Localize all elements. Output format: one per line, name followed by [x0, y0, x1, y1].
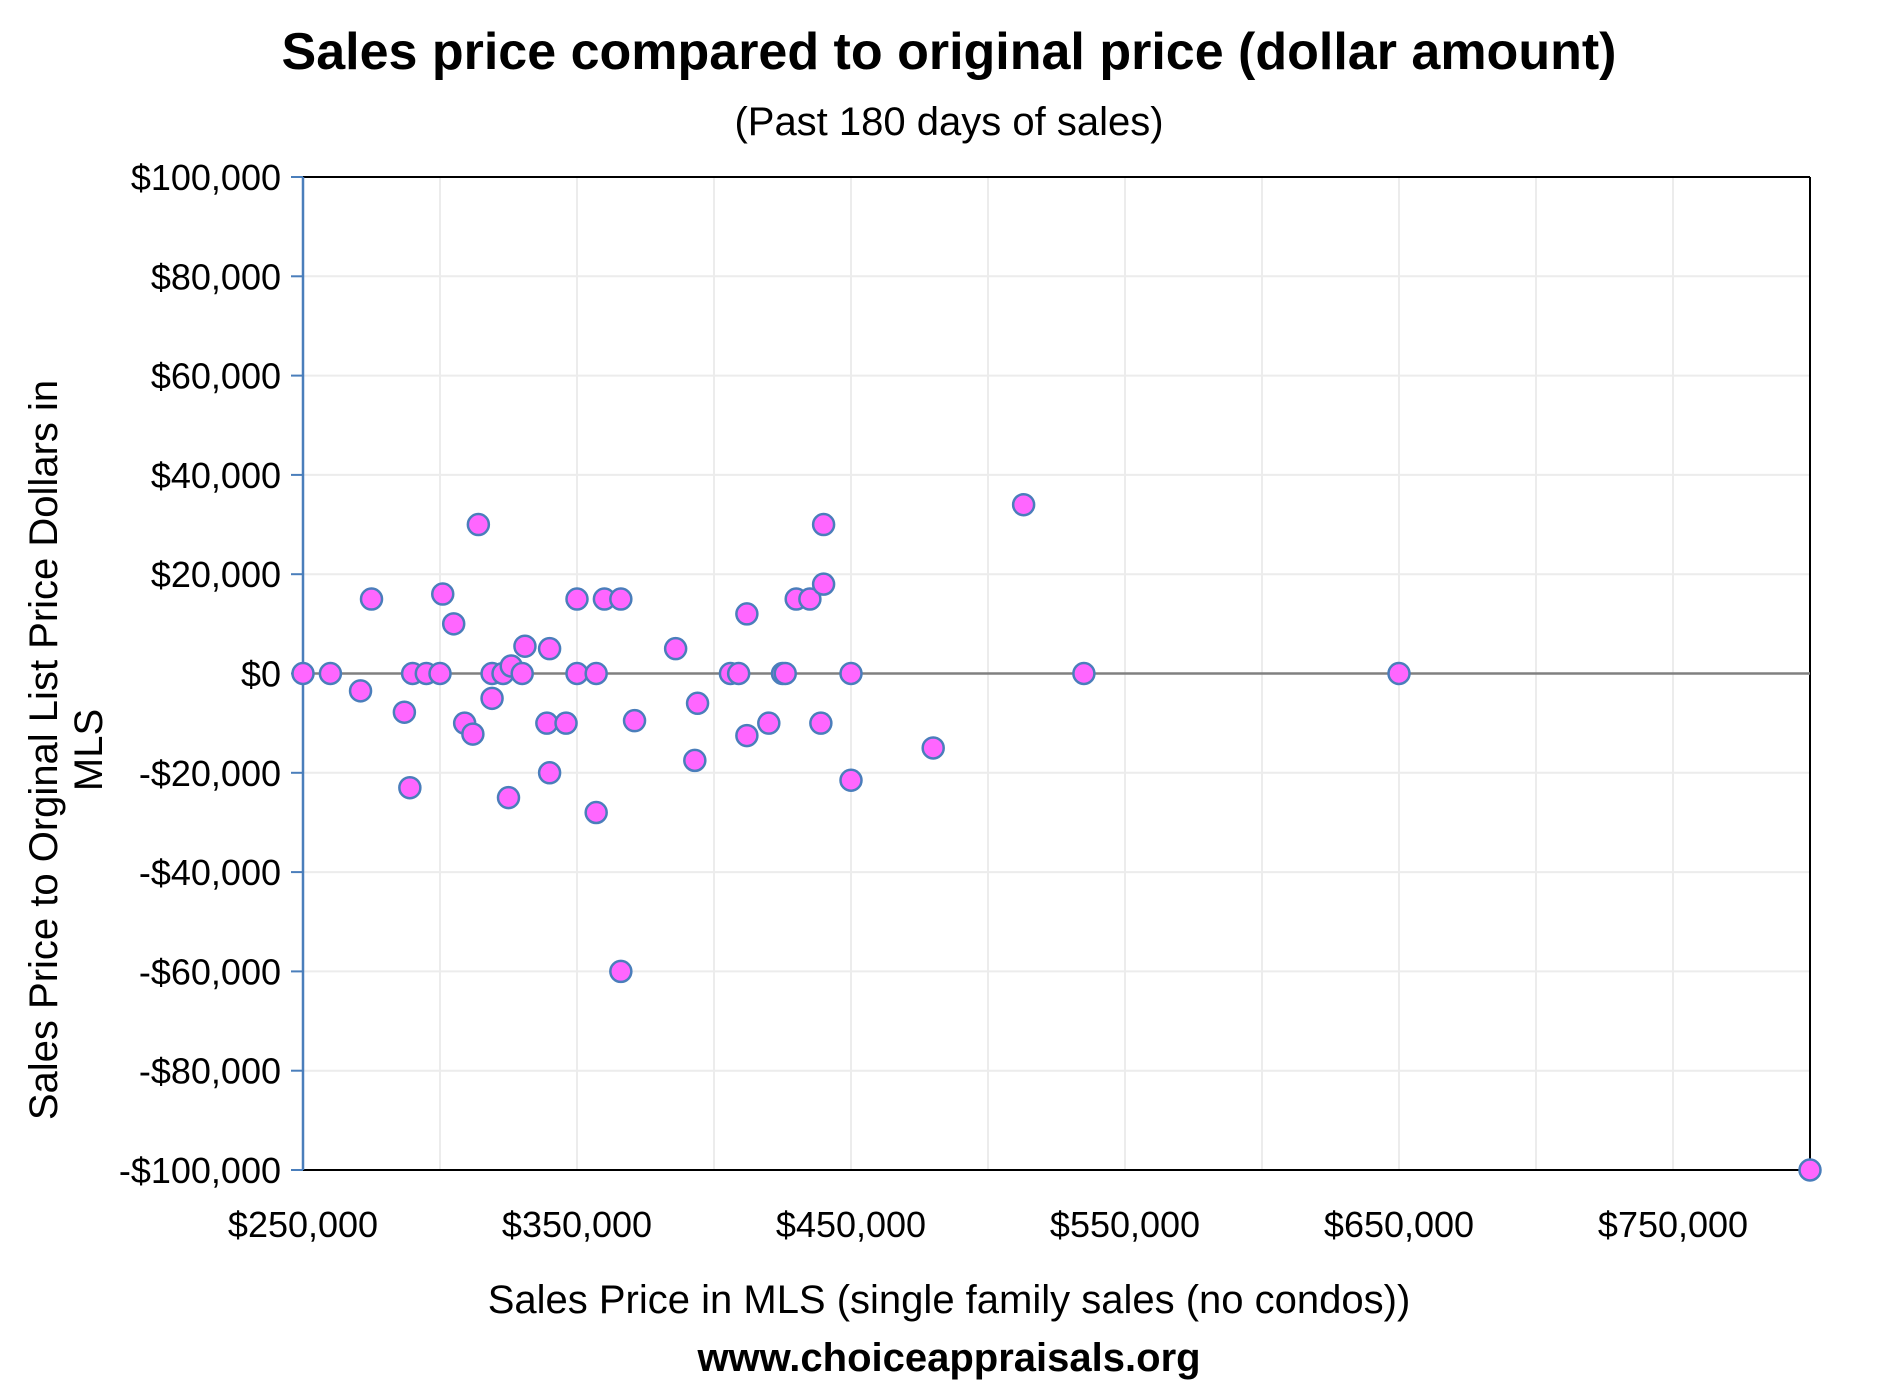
data-point [1387, 661, 1411, 686]
chart-subtitle: (Past 180 days of sales) [734, 100, 1164, 144]
data-point [291, 661, 315, 686]
data-point [428, 661, 452, 686]
data-point [584, 800, 608, 825]
data-point [535, 711, 559, 735]
data-point [430, 582, 455, 606]
data-point [839, 661, 863, 686]
data-point [685, 691, 710, 716]
x-tick-label: $450,000 [776, 1204, 926, 1245]
x-tick-label: $250,000 [228, 1204, 378, 1245]
x-tick-label: $550,000 [1050, 1204, 1200, 1245]
y-tick-label: $40,000 [151, 455, 281, 496]
data-point [461, 722, 485, 746]
y-tick-label: $0 [241, 654, 281, 695]
data-point [537, 636, 562, 661]
data-point [513, 634, 537, 658]
data-point [359, 587, 384, 611]
data-point [798, 587, 822, 611]
y-axis-label: Sales Price to Orginal List Price Dollar… [22, 379, 111, 1121]
data-point [726, 661, 751, 686]
data-point [1798, 1158, 1822, 1182]
y-tick-label: $100,000 [131, 157, 281, 198]
data-point [584, 661, 608, 686]
data-point [839, 768, 863, 792]
data-point [735, 602, 759, 626]
data-point [757, 711, 781, 735]
data-point [537, 761, 562, 785]
data-point [809, 711, 833, 735]
x-tick-label: $750,000 [1598, 1204, 1748, 1245]
data-point [398, 775, 422, 800]
website-credit: www.choiceappraisals.org [697, 1336, 1201, 1380]
data-point [480, 686, 504, 711]
y-tick-label: -$100,000 [119, 1150, 281, 1191]
y-tick-label: $20,000 [151, 554, 281, 595]
data-point [683, 748, 707, 773]
y-tick-label: -$20,000 [139, 753, 281, 794]
data-point [609, 959, 633, 984]
data-point [663, 636, 688, 661]
y-tick-label: $80,000 [151, 256, 281, 297]
y-tick-label: $60,000 [151, 356, 281, 397]
data-point [1072, 661, 1096, 686]
y-tick-label: -$80,000 [139, 1051, 281, 1092]
data-point [735, 723, 759, 748]
data-point [811, 572, 836, 596]
x-tick-label: $350,000 [502, 1204, 652, 1245]
y-tick-label: -$40,000 [139, 852, 281, 893]
data-point [510, 661, 534, 686]
tick-labels: $100,000 $80,000 $60,000 $40,000 $20,000 $0 -$… [119, 157, 1748, 1245]
data-point [318, 661, 343, 686]
data-point [622, 708, 647, 733]
data-point [348, 679, 373, 703]
data-point [441, 612, 466, 636]
data-point [565, 587, 589, 611]
data-point [811, 512, 836, 537]
data-point [466, 512, 491, 537]
data-point [609, 587, 633, 611]
data-point [773, 661, 797, 686]
data-point [554, 711, 578, 735]
data-point [565, 661, 589, 686]
chart-title: Sales price compared to original price (… [281, 23, 1617, 81]
data-point [496, 785, 521, 810]
data-point [392, 700, 417, 724]
data-points [291, 492, 1822, 1182]
y-tick-label: -$60,000 [139, 951, 281, 992]
data-point [1011, 492, 1036, 517]
data-point [921, 736, 945, 760]
x-axis-label: Sales Price in MLS (single family sales … [487, 1278, 1411, 1322]
x-tick-label: $650,000 [1324, 1204, 1474, 1245]
